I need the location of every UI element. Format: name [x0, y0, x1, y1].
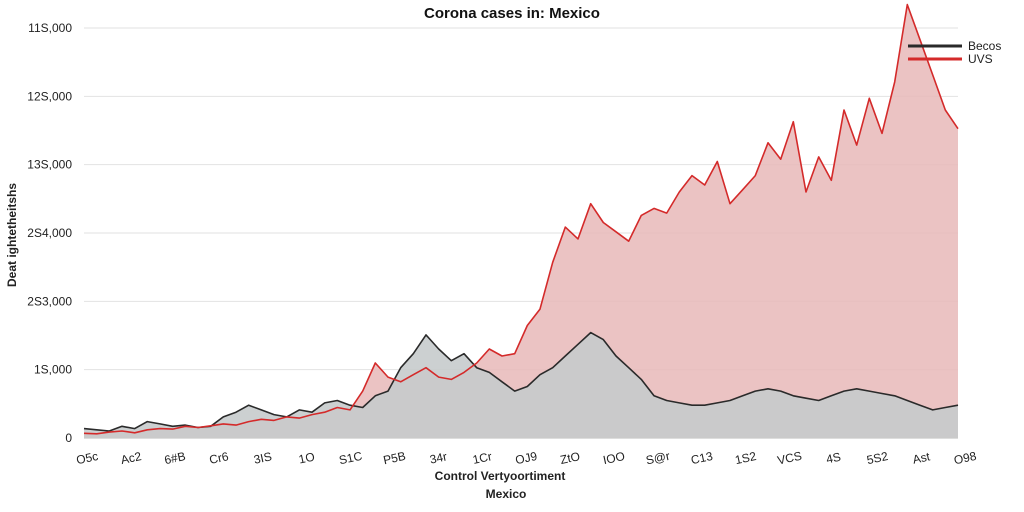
legend-label-becos: Becos [968, 39, 1001, 53]
y-tick-label: 11S,000 [28, 21, 72, 35]
x-tick-label: P5B [382, 449, 407, 467]
legend: Becos UVS [908, 39, 1001, 66]
x-tick-label: O5c [75, 449, 99, 467]
x-tick-label: 1S2 [734, 449, 758, 467]
y-tick-label: 2S3,000 [27, 294, 72, 308]
y-tick-label: 1S,000 [34, 363, 72, 377]
area-uvs [84, 4, 958, 438]
x-tick-label: 3IS [253, 449, 274, 466]
x-tick-label: IOO [602, 449, 626, 467]
x-tick-label: 1O [297, 450, 316, 467]
x-tick-label: OJ9 [514, 449, 539, 467]
y-tick-label: 2S4,000 [27, 226, 72, 240]
x-tick-label: S1C [338, 449, 364, 468]
x-axis-label-line1: Control Vertyoortiment [435, 469, 566, 483]
y-tick-label: 13S,000 [27, 158, 72, 172]
area-becos [84, 332, 958, 438]
chart-title: Corona cases in: Mexico [424, 5, 600, 22]
series-lines [83, 3, 959, 435]
x-tick-label: 34r [428, 449, 448, 466]
x-tick-label: C13 [690, 449, 715, 467]
line-uvs [83, 3, 959, 435]
x-tick-label: VCS [776, 449, 803, 468]
x-tick-label: Ac2 [119, 449, 142, 467]
x-tick-label: 6#B [163, 449, 187, 467]
x-tick-label: 5S2 [865, 449, 889, 467]
x-tick-label: S@r [645, 449, 672, 468]
x-tick-label: 1Cr [471, 449, 493, 467]
x-tick-label: 4S [825, 450, 842, 467]
x-tick-label: O98 [953, 449, 978, 467]
legend-label-uvs: UVS [968, 52, 993, 66]
y-axis-label: Deat ightetheitshs [5, 183, 19, 287]
series-areas [84, 4, 958, 438]
x-tick-label: Cr6 [208, 449, 230, 467]
x-tick-label: ZtO [559, 449, 581, 467]
line-becos [83, 331, 959, 432]
x-tick-label: Ast [911, 449, 932, 466]
y-tick-label: 12S,000 [27, 89, 72, 103]
x-axis-label-line2: Mexico [486, 487, 527, 501]
y-tick-label: 0 [65, 431, 72, 445]
x-tick-labels: O5c Ac2 6#B Cr6 3IS 1O S1C P5B 34r 1Cr OJ9 ZtO IOO S@… [75, 449, 978, 468]
y-tick-labels: 0 1S,000 2S3,000 2S4,000 13S,000 12S,000 11S,0… [27, 21, 72, 445]
